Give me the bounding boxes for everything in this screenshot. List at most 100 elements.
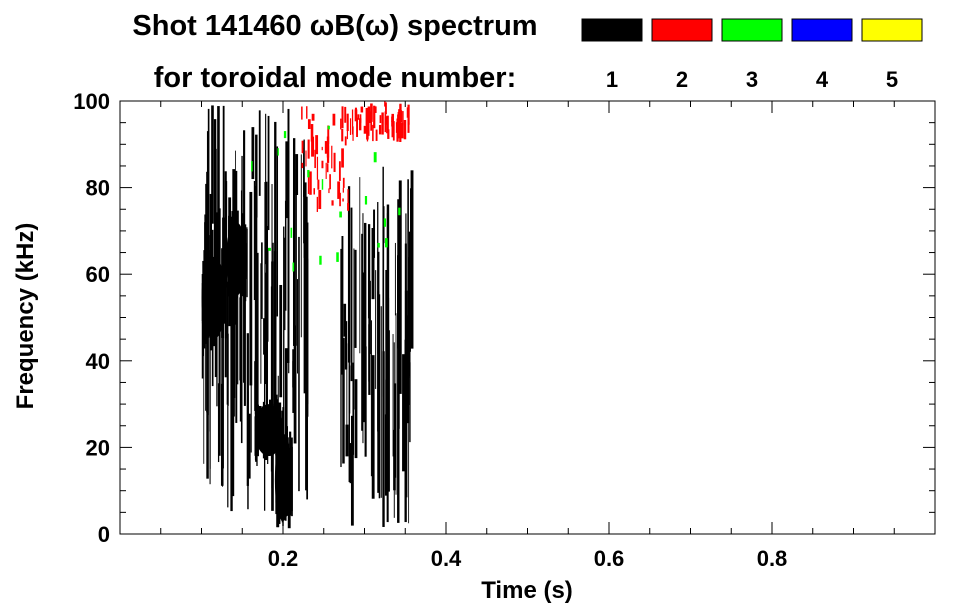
spectrum-mark-mode-1 xyxy=(394,242,396,316)
spectrum-mark-mode-1 xyxy=(350,415,354,526)
spectrum-mark-mode-1 xyxy=(350,207,353,382)
spectrum-mark-mode-2 xyxy=(337,181,341,199)
spectrum-mark-mode-1 xyxy=(260,419,264,447)
spectrum-mark-mode-1 xyxy=(250,311,252,453)
spectrum-mark-mode-1 xyxy=(256,252,259,448)
spectrum-mark-mode-2 xyxy=(349,118,352,135)
legend-swatch-mode-4 xyxy=(791,18,853,42)
spectrum-mark-mode-1 xyxy=(287,108,290,363)
spectrum-mark-mode-2 xyxy=(358,118,362,131)
spectrum-mark-mode-2 xyxy=(354,109,358,122)
spectrum-mark-mode-2 xyxy=(339,192,341,207)
legend-label-mode-4: 4 xyxy=(816,67,829,92)
spectrum-mark-mode-2 xyxy=(306,106,308,119)
y-tick-label: 60 xyxy=(86,262,110,287)
spectrum-mark-mode-1 xyxy=(385,270,388,482)
spectrum-mark-mode-1 xyxy=(354,379,358,459)
spectrum-mark-mode-2 xyxy=(307,171,310,194)
spectrum-mark-mode-3 xyxy=(384,238,388,248)
spectrum-mark-mode-1 xyxy=(232,355,235,417)
spectrum-mark-mode-2 xyxy=(341,128,344,142)
spectrum-mark-mode-1 xyxy=(410,170,414,349)
spectrum-mark-mode-1 xyxy=(303,182,307,394)
spectrum-mark-mode-2 xyxy=(363,125,367,134)
spectrum-mark-mode-1 xyxy=(272,408,275,451)
spectrum-mark-mode-1 xyxy=(377,291,380,493)
spectrum-mark-mode-1 xyxy=(258,413,260,442)
legend-swatch-mode-5 xyxy=(861,18,923,42)
spectrum-mark-mode-1 xyxy=(282,432,285,509)
spectrum-mark-mode-2 xyxy=(367,106,371,112)
spectrum-mark-mode-1 xyxy=(262,406,265,442)
spectrum-mark-mode-1 xyxy=(243,261,246,406)
spectrum-mark-mode-1 xyxy=(247,413,251,479)
spectrum-mark-mode-3 xyxy=(327,125,330,130)
spectrum-mark-mode-1 xyxy=(222,105,225,311)
spectrum-mark-mode-3 xyxy=(283,131,287,139)
spectrum-mark-mode-2 xyxy=(311,136,315,157)
spectrum-mark-mode-2 xyxy=(356,117,358,138)
y-axis-label: Frequency (kHz) xyxy=(12,223,39,410)
spectrum-mark-mode-1 xyxy=(395,313,397,495)
spectrum-mark-mode-1 xyxy=(263,318,265,355)
spectrum-mark-mode-2 xyxy=(407,122,410,133)
spectrum-mark-mode-2 xyxy=(342,177,345,188)
spectrum-mark-mode-2 xyxy=(391,116,394,138)
spectrum-mark-mode-3 xyxy=(292,262,295,272)
spectrum-mark-mode-2 xyxy=(342,198,344,202)
spectrum-mark-mode-1 xyxy=(204,222,206,342)
spectrum-mark-mode-1 xyxy=(251,127,255,180)
spectrum-mark-mode-1 xyxy=(353,248,355,410)
spectrum-mark-mode-1 xyxy=(274,121,277,362)
legend-swatch-mode-3 xyxy=(721,18,783,42)
spectrum-mark-mode-1 xyxy=(212,275,216,317)
spectrum-mark-mode-1 xyxy=(406,348,410,424)
spectrum-mark-mode-1 xyxy=(206,191,208,370)
spectrum-mark-mode-1 xyxy=(255,134,258,218)
spectrum-mark-mode-1 xyxy=(239,249,242,289)
spectrum-mark-mode-2 xyxy=(321,160,324,169)
x-axis-label: Time (s) xyxy=(481,577,573,604)
spectrum-mark-mode-1 xyxy=(267,115,270,231)
spectrum-mark-mode-2 xyxy=(333,152,336,172)
spectrum-mark-mode-1 xyxy=(204,214,208,320)
spectrum-mark-mode-1 xyxy=(260,263,262,384)
axis-ticks xyxy=(120,100,935,535)
spectrum-mark-mode-1 xyxy=(364,346,367,457)
spectrum-mark-mode-3 xyxy=(373,152,377,163)
spectrum-mark-mode-1 xyxy=(292,138,296,346)
spectrum-mark-mode-2 xyxy=(311,113,315,121)
spectrum-mark-mode-2 xyxy=(307,119,311,129)
spectrum-mark-mode-1 xyxy=(347,186,351,363)
spectrum-mark-mode-1 xyxy=(206,282,209,479)
spectrum-mark-mode-1 xyxy=(296,279,298,374)
spectrum-mark-mode-1 xyxy=(392,334,394,457)
x-tick-label: 0.4 xyxy=(431,546,462,571)
spectrum-mark-mode-1 xyxy=(227,333,229,406)
spectrum-mark-mode-1 xyxy=(293,325,297,444)
spectrum-mark-mode-1 xyxy=(265,226,269,429)
spectrum-mark-mode-1 xyxy=(370,320,372,477)
spectrum-mark-mode-1 xyxy=(345,424,349,457)
spectrum-mark-mode-2 xyxy=(316,196,319,212)
spectrum-mark-mode-1 xyxy=(298,236,300,492)
spectrum-mark-mode-1 xyxy=(231,231,233,285)
spectrum-mark-mode-1 xyxy=(217,383,220,463)
spectrum-mark-mode-2 xyxy=(331,145,333,169)
spectrum-mark-mode-1 xyxy=(272,242,274,438)
legend-label-mode-5: 5 xyxy=(886,67,898,92)
spectrum-mark-mode-1 xyxy=(375,270,377,389)
spectrum-mark-mode-2 xyxy=(324,141,328,154)
spectrum-mark-mode-2 xyxy=(326,163,329,173)
spectrum-mark-mode-2 xyxy=(384,111,387,133)
spectrum-mark-mode-1 xyxy=(398,244,400,429)
y-tick-label: 20 xyxy=(86,435,110,460)
spectrum-mark-mode-1 xyxy=(217,106,220,291)
spectrum-mark-mode-1 xyxy=(408,406,410,524)
spectrum-mark-mode-2 xyxy=(373,106,377,113)
spectrum-mark-mode-2 xyxy=(325,162,327,179)
spectrum-mark-mode-2 xyxy=(315,135,319,155)
spectrum-mark-mode-1 xyxy=(201,283,204,321)
spectrum-mark-mode-2 xyxy=(317,179,320,190)
spectrum-mark-mode-2 xyxy=(329,174,331,190)
